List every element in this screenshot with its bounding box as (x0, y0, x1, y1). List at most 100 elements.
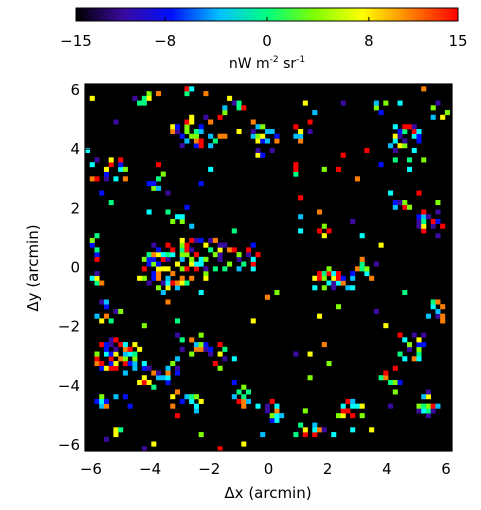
heatmap-cell (440, 223, 446, 229)
heatmap-cell (99, 361, 105, 367)
heatmap-cell (425, 413, 431, 419)
heatmap-cell (416, 223, 422, 229)
heatmap-cell (260, 432, 266, 438)
heatmap-cell (274, 403, 280, 409)
heatmap-cell (203, 266, 209, 272)
heatmap-cell (122, 176, 128, 182)
heatmap-cell (99, 342, 105, 348)
heatmap-cell (402, 337, 408, 343)
heatmap-cell (217, 247, 223, 253)
heatmap-cell (298, 422, 304, 428)
heatmap-cell (146, 365, 152, 371)
heatmap-cell (321, 275, 327, 281)
heatmap-cell (397, 100, 403, 106)
heatmap-cell (99, 318, 105, 324)
heatmap-cell (359, 233, 365, 239)
heatmap-cell (392, 157, 398, 163)
heatmap-cell (108, 342, 114, 348)
heatmap-cell (132, 351, 138, 357)
heatmap-cell (198, 256, 204, 262)
heatmap-cell (198, 261, 204, 267)
heatmap-cell (198, 432, 204, 438)
heatmap-cell (222, 266, 228, 272)
x-tick-label: 2 (323, 460, 333, 478)
heatmap-cell (179, 280, 185, 286)
heatmap-cell (203, 271, 209, 277)
heatmap-cell (383, 375, 389, 381)
heatmap-cell (212, 237, 218, 243)
heatmap-cell (241, 394, 247, 400)
heatmap-cell (156, 271, 162, 277)
heatmap-cell (317, 271, 323, 277)
colorbar-tick-label: 15 (448, 32, 467, 50)
heatmap-cell (203, 275, 209, 281)
heatmap-cell (236, 105, 242, 111)
heatmap-cell (425, 214, 431, 220)
heatmap-cell (317, 275, 323, 281)
heatmap-cell (241, 441, 247, 447)
heatmap-cell (312, 110, 318, 116)
heatmap-cell (189, 247, 195, 253)
heatmap-cell (317, 427, 323, 433)
heatmap-cell (388, 403, 394, 409)
heatmap-cell (108, 356, 114, 362)
heatmap-cell (269, 128, 275, 135)
heatmap-cell (402, 200, 408, 206)
heatmap-cell (184, 247, 190, 253)
heatmap-cell (222, 133, 228, 139)
heatmap-cell (236, 252, 242, 258)
heatmap-cell (127, 346, 133, 352)
heatmap-cell (156, 285, 162, 291)
heatmap-cell (174, 124, 181, 130)
heatmap-cell (250, 318, 256, 324)
heatmap-cell (255, 147, 261, 153)
heatmap-cell (170, 403, 176, 409)
heatmap-cell (359, 403, 365, 409)
heatmap-cell (298, 133, 304, 139)
heatmap-cell (369, 427, 375, 433)
heatmap-cell (198, 143, 204, 149)
heatmap-cell (174, 413, 181, 419)
heatmap-cell (203, 346, 209, 352)
heatmap-cell (222, 346, 228, 352)
heatmap-cell (250, 119, 256, 125)
heatmap-cell (118, 356, 124, 362)
heatmap-cell (103, 398, 109, 404)
heatmap-cell (307, 375, 313, 381)
y-tick-label: −6 (58, 436, 80, 454)
heatmap-cell (193, 252, 199, 258)
heatmap-cell (174, 365, 181, 371)
heatmap-cell (179, 398, 185, 404)
heatmap-cell (94, 252, 100, 258)
heatmap-cell (156, 252, 162, 258)
heatmap-cell (359, 256, 365, 262)
heatmap-cell (260, 133, 266, 139)
heatmap-cell (260, 138, 266, 144)
heatmap-cell (293, 432, 299, 438)
heatmap-cell (208, 237, 214, 243)
heatmap-cell (170, 361, 176, 367)
y-axis-symbol: Δy (24, 292, 42, 311)
heatmap-cell (165, 209, 171, 215)
heatmap-cell (350, 398, 356, 404)
heatmap-cell (108, 200, 114, 206)
heatmap-cell (435, 403, 441, 409)
heatmap-cell (179, 252, 185, 258)
heatmap-cell (378, 375, 384, 381)
heatmap-cell (321, 233, 327, 239)
heatmap-cell (421, 86, 427, 92)
heatmap-cell (184, 128, 190, 135)
heatmap-cell (312, 275, 318, 281)
heatmap-cell (425, 313, 431, 319)
heatmap-cell (156, 247, 162, 253)
heatmap-cell (255, 403, 261, 409)
heatmap-cell (326, 271, 332, 277)
heatmap-cell (189, 223, 195, 229)
heatmap-cell (212, 138, 218, 144)
y-tick-label: −4 (58, 377, 80, 395)
heatmap-cell (378, 110, 384, 116)
heatmap-cell (364, 147, 370, 153)
heatmap-cell (430, 105, 436, 111)
heatmap-cell (388, 190, 394, 196)
heatmap-cell (179, 143, 185, 149)
